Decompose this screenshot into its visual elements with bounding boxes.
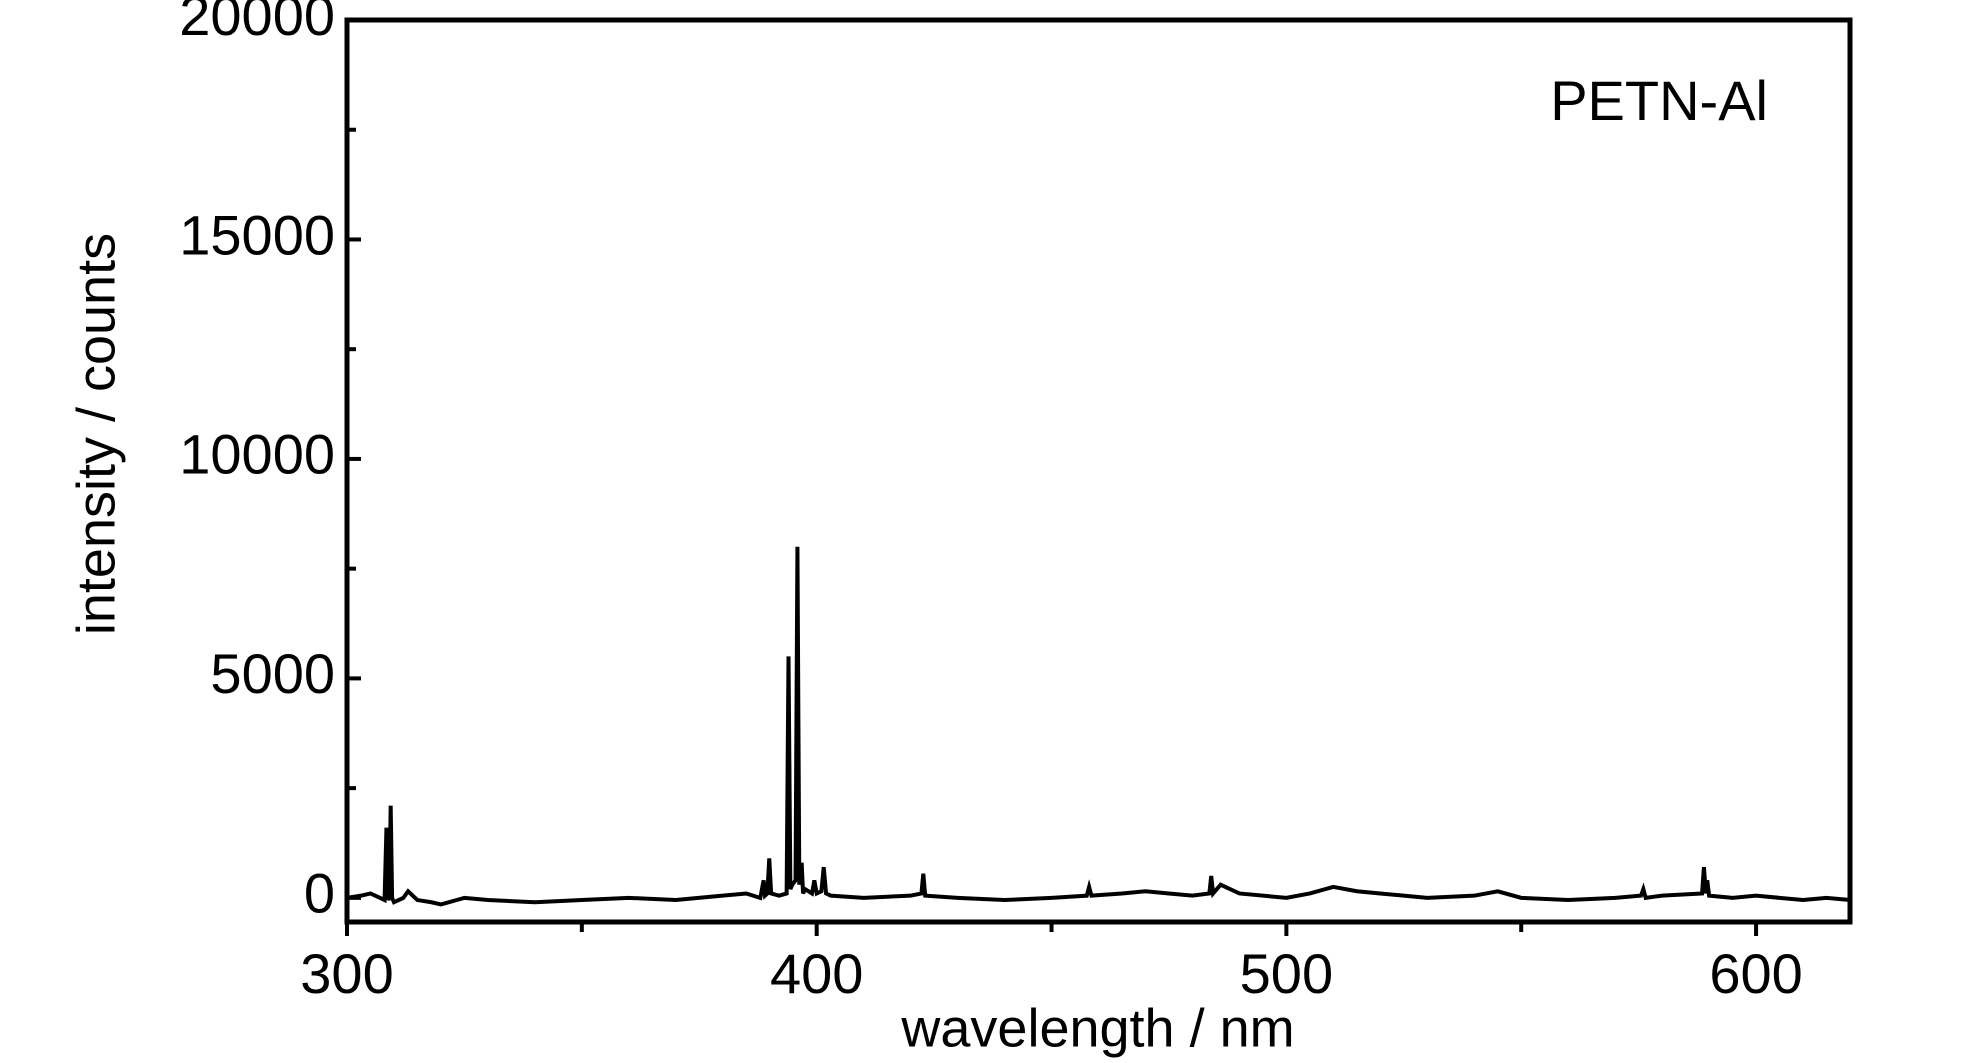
x-tick-label: 300	[300, 942, 393, 1005]
x-tick-label: 500	[1240, 942, 1333, 1005]
plot-frame	[344, 17, 1853, 925]
y-tick-label: 10000	[179, 423, 335, 486]
y-tick-label: 15000	[179, 203, 335, 266]
annotation: PETN-Al	[1550, 69, 1768, 132]
y-tick-label: 5000	[210, 642, 335, 705]
x-tick-label: 400	[770, 942, 863, 1005]
y-axis-title: intensity / counts	[66, 233, 126, 635]
spectrum-line	[346, 546, 1851, 907]
y-tick-label: 0	[304, 862, 335, 925]
x-axis-title: wavelength / nm	[900, 998, 1294, 1058]
x-tick-label: 600	[1709, 942, 1802, 1005]
y-tick-label: 20000	[179, 0, 335, 47]
